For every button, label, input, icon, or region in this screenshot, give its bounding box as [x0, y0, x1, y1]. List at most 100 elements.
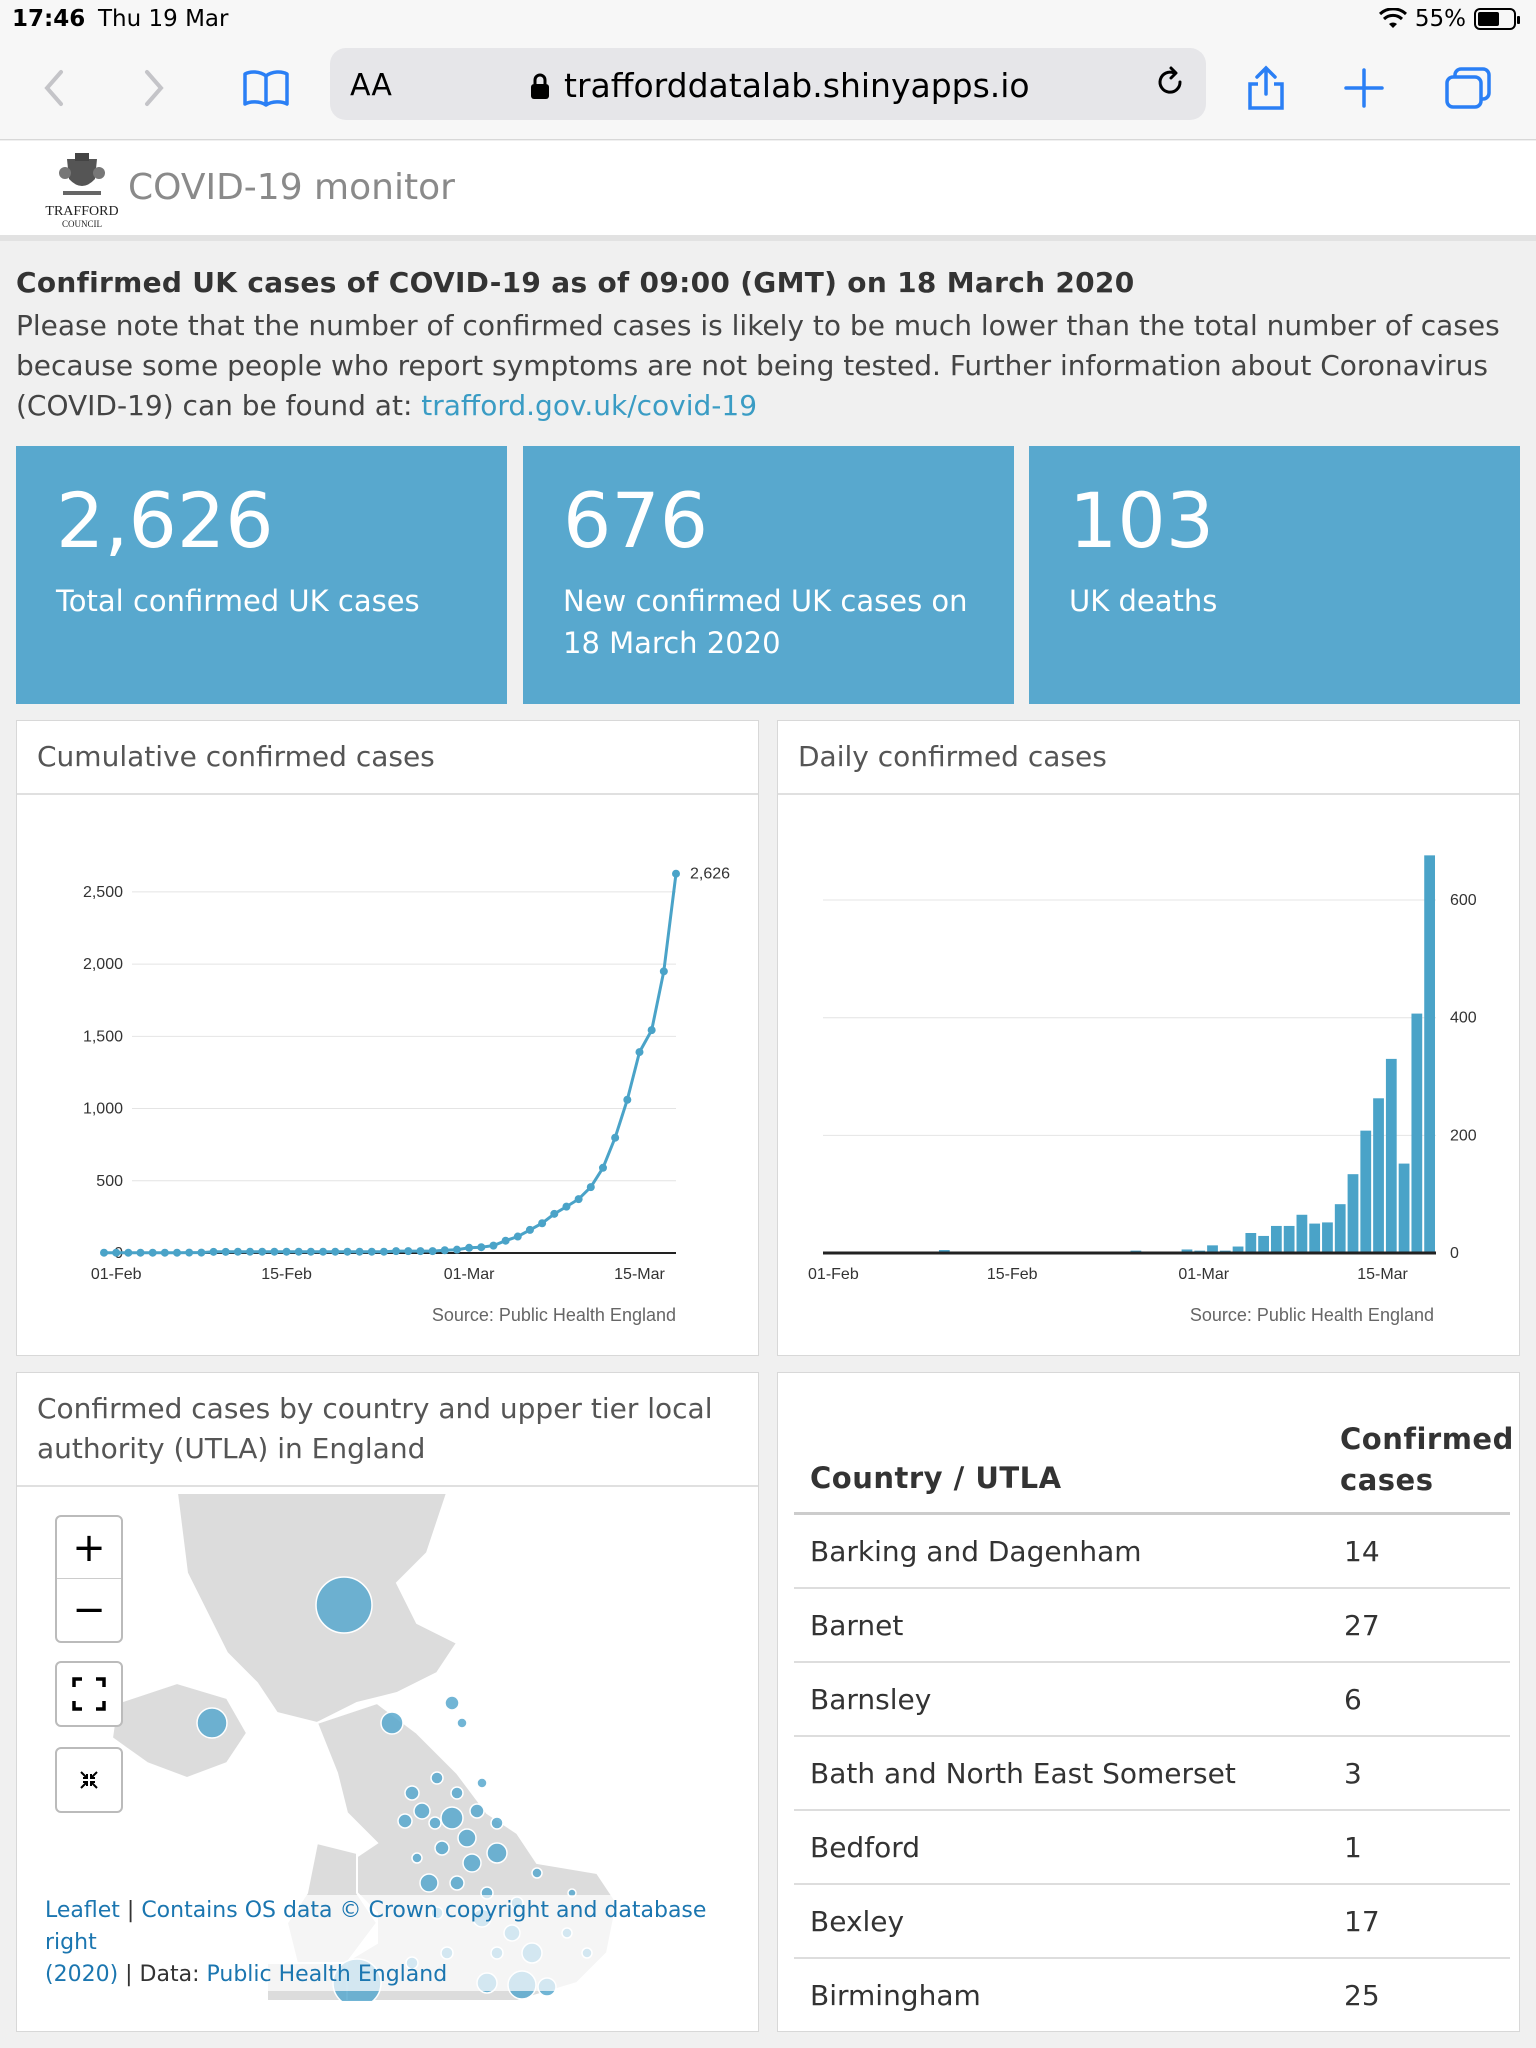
case-bubble [490, 1816, 504, 1830]
case-bubble [457, 1828, 477, 1848]
x-tick-label: 01-Mar [444, 1266, 495, 1283]
app-title: COVID-19 monitor [128, 167, 455, 208]
collapse-icon [80, 1771, 98, 1789]
battery-percent: 55% [1414, 6, 1466, 32]
wifi-icon [1378, 8, 1407, 28]
daily-chart[interactable]: 0 200 400 600 01-Feb 15-Feb 01-Mar 15-Mar Source… [778, 801, 1519, 1355]
bar [1424, 855, 1435, 1253]
covid-info-link[interactable]: trafford.gov.uk/covid-19 [421, 389, 758, 422]
case-bubble [315, 1576, 373, 1634]
tabs-overview-icon[interactable] [1438, 58, 1498, 118]
y-tick-label: 2,000 [83, 956, 123, 973]
data-point [221, 1247, 230, 1256]
data-point [246, 1247, 255, 1256]
reload-icon[interactable] [1150, 62, 1190, 106]
browser-toolbar: AA trafforddatalab.shinyapps.io [0, 40, 1536, 140]
share-icon[interactable] [1236, 58, 1296, 118]
table-row[interactable]: Bexley 17 [794, 1885, 1510, 1959]
case-bubble [428, 1816, 442, 1830]
x-tick-label: 01-Feb [91, 1266, 142, 1283]
deaths-label: UK deaths [1069, 584, 1218, 618]
bar [1296, 1214, 1308, 1253]
column-header-cases[interactable]: Confirmed cases [1340, 1422, 1514, 1497]
case-count: 3 [1344, 1757, 1362, 1790]
case-bubble [469, 1803, 485, 1819]
attribution-year[interactable]: (2020) [45, 1962, 119, 1987]
trafford-council-logo[interactable]: TRAFFORD COUNCIL [40, 153, 124, 233]
fullscreen-button[interactable] [55, 1661, 123, 1727]
area-name: Barnet [810, 1609, 904, 1642]
bar [1232, 1246, 1244, 1253]
bar [1334, 1204, 1346, 1253]
os-data-link[interactable]: Contains OS data © Crown copyright and d… [45, 1898, 707, 1955]
bar [1347, 1174, 1359, 1253]
daily-chart-panel: Daily confirmed cases 0 200 400 600 01-Feb 15… [777, 720, 1520, 1356]
table-row[interactable]: Barking and Dagenham 14 [794, 1515, 1510, 1589]
area-name: Bath and North East Somerset [810, 1757, 1236, 1790]
data-point [562, 1202, 571, 1211]
map-title: Confirmed cases by country and upper tie… [17, 1373, 758, 1487]
status-date: Thu 19 Mar [98, 6, 229, 32]
y-tick-label: 1,000 [83, 1101, 123, 1118]
cumulative-chart[interactable]: 05001,0001,5002,0002,50001-Feb15-Feb01-M… [17, 801, 758, 1355]
bar [1360, 1130, 1372, 1253]
table-row[interactable]: Bedford 1 [794, 1811, 1510, 1885]
cases-map[interactable]: + − Leaflet | Contains OS data © Crown c… [17, 1493, 757, 2001]
bar [1283, 1225, 1295, 1253]
area-name: Bedford [810, 1831, 920, 1864]
leaflet-link[interactable]: Leaflet [45, 1898, 120, 1923]
data-point [465, 1243, 474, 1252]
bar [1322, 1222, 1333, 1253]
end-value-label: 2,626 [690, 866, 730, 883]
url-display[interactable]: trafforddatalab.shinyapps.io [530, 66, 1030, 105]
phe-link[interactable]: Public Health England [206, 1962, 448, 1987]
info-note: Please note that the number of confirmed… [16, 306, 1516, 426]
forward-icon[interactable] [124, 58, 184, 118]
new-cases-value: 676 [563, 476, 709, 565]
data-point [185, 1248, 194, 1257]
case-count: 14 [1344, 1535, 1380, 1568]
area-name: Birmingham [810, 1979, 981, 2012]
y-tick-label: 1,500 [83, 1028, 123, 1045]
data-point [392, 1247, 401, 1256]
area-name: Barking and Dagenham [810, 1535, 1142, 1568]
crest-icon [59, 153, 105, 195]
bookmarks-icon[interactable] [236, 58, 296, 118]
zoom-out-button[interactable]: − [72, 1587, 106, 1633]
case-bubble [486, 1842, 508, 1864]
area-name: Barnsley [810, 1683, 932, 1716]
battery-icon [1474, 8, 1520, 30]
data-point [550, 1209, 559, 1218]
data-point [501, 1236, 510, 1245]
table-row[interactable]: Barnet 27 [794, 1589, 1510, 1663]
table-row[interactable]: Birmingham 25 [794, 1959, 1510, 2031]
table-row[interactable]: Bath and North East Somerset 3 [794, 1737, 1510, 1811]
data-point [635, 1048, 644, 1057]
case-bubble [430, 1771, 444, 1785]
reset-view-button[interactable] [55, 1747, 123, 1813]
data-point [416, 1247, 425, 1256]
data-point [331, 1247, 340, 1256]
new-cases-box: 676 New confirmed UK cases on 18 March 2… [523, 446, 1014, 704]
status-right: 55% [1378, 6, 1520, 32]
daily-chart-title: Daily confirmed cases [778, 721, 1519, 795]
address-bar[interactable]: AA trafforddatalab.shinyapps.io [330, 48, 1206, 120]
case-count: 6 [1344, 1683, 1362, 1716]
data-point [452, 1245, 461, 1254]
reader-text-size-button[interactable]: AA [350, 68, 392, 103]
table-row[interactable]: Barnsley 6 [794, 1663, 1510, 1737]
back-icon[interactable] [24, 58, 84, 118]
x-tick-label: 15-Mar [1357, 1266, 1408, 1283]
case-count: 17 [1344, 1905, 1380, 1938]
cumulative-chart-panel: Cumulative confirmed cases 05001,0001,50… [16, 720, 759, 1356]
data-point [489, 1241, 498, 1250]
column-header-area[interactable]: Country / UTLA [810, 1461, 1062, 1495]
new-tab-icon[interactable] [1334, 58, 1394, 118]
case-bubble [419, 1873, 439, 1893]
zoom-in-button[interactable]: + [57, 1517, 121, 1579]
note-text: Please note that the number of confirmed… [16, 309, 1500, 422]
deaths-box: 103 UK deaths [1029, 446, 1520, 704]
data-point [647, 1026, 656, 1035]
data-point [148, 1248, 157, 1257]
zoom-control: + − [55, 1515, 123, 1643]
